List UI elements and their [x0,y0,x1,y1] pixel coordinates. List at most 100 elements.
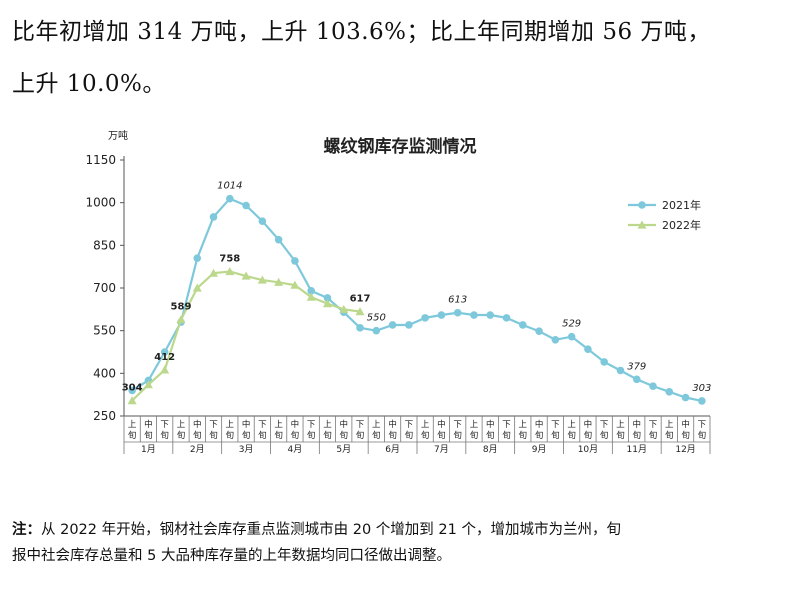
x-tick-label-tenday: 上 [665,420,674,430]
x-tick-label-tenday: 旬 [307,430,316,441]
x-tick-label-tenday: 下 [698,420,707,430]
series-line-1 [131,197,703,403]
x-tick-label-tenday: 下 [453,420,462,430]
data-point [290,280,300,289]
data-point [535,327,543,336]
data-point [698,397,706,405]
x-tick-label-tenday: 旬 [535,430,544,441]
y-tick-label: 250 [93,409,116,423]
data-point [143,380,153,389]
legend-label: 2021年 [662,198,701,212]
data-point [160,348,169,356]
y-tick-label: 850 [93,238,116,252]
x-tick-label-tenday: 旬 [144,430,153,441]
footnote: 注：从 2022 年开始，钢材社会库存重点监测城市由 20 个增加到 21 个，… [12,517,792,569]
data-point [519,321,527,329]
data-point [274,235,283,244]
x-tick-label-tenday: 中 [291,419,300,430]
x-tick-label-tenday: 旬 [437,430,446,441]
footnote-prefix: 注： [12,522,41,538]
data-point [665,388,674,396]
x-tick-label-tenday: 旬 [193,430,202,441]
legend-label: 2022年 [662,218,701,232]
x-tick-label-tenday: 上 [323,420,332,430]
data-point [551,335,560,344]
data-point [649,382,657,390]
data-label: 412 [154,352,175,363]
data-point [584,345,592,353]
x-tick-label-tenday: 中 [437,419,446,430]
x-tick-label-tenday: 旬 [160,430,169,441]
intro-line-1: 比年初增加 314 万吨，上升 103.6%；比上年同期增加 56 万吨， [12,19,711,45]
x-tick-label-tenday: 旬 [339,430,348,441]
x-tick-label-tenday: 旬 [421,430,430,441]
data-point [470,311,478,319]
x-tick-label-month: 4月 [288,444,303,455]
x-tick-label-tenday: 上 [274,420,283,430]
x-tick-label-tenday: 旬 [356,430,365,441]
x-tick-label-tenday: 中 [632,419,641,430]
data-point [242,201,250,210]
x-tick-label-month: 12月 [675,444,695,455]
x-tick-label-tenday: 上 [616,420,625,430]
x-tick-label-tenday: 旬 [177,430,186,441]
data-point [405,321,413,329]
legend-marker [638,201,646,209]
data-point [258,217,267,225]
data-label: 617 [350,294,371,305]
data-point [616,366,625,375]
x-tick-label-month: 8月 [483,444,498,455]
x-tick-label-tenday: 上 [372,420,381,430]
data-label: 550 [367,313,386,324]
data-point [241,271,251,280]
legend-marker [637,220,647,229]
x-tick-label-tenday: 中 [681,419,690,430]
data-point [274,277,284,286]
x-tick-label-month: 1月 [141,444,156,455]
x-tick-label-tenday: 旬 [388,430,397,441]
x-tick-label-month: 7月 [434,444,449,455]
x-tick-label-tenday: 旬 [551,430,560,441]
inventory-line-chart: 螺纹钢库存监测情况万吨25040055070085010001150上旬中旬下旬… [85,129,711,455]
data-point [209,213,218,221]
x-tick-label-tenday: 上 [421,420,430,430]
x-tick-label-month: 6月 [385,444,400,455]
x-tick-label-month: 3月 [239,444,254,455]
x-tick-label-tenday: 旬 [567,430,576,441]
data-label: 379 [627,361,646,372]
data-point [339,304,349,313]
x-tick-label-tenday: 旬 [291,430,300,441]
x-tick-label-tenday: 中 [535,419,544,430]
data-point [453,308,462,317]
data-point [192,283,202,292]
x-tick-label-tenday: 旬 [698,430,707,441]
x-tick-label-tenday: 旬 [486,430,495,441]
x-tick-label-tenday: 中 [193,419,202,430]
data-point [681,393,690,402]
x-tick-label-tenday: 旬 [128,430,137,441]
intro-line-2: 上升 10.0%。 [12,71,166,97]
data-label: 304 [122,383,143,394]
x-tick-label-month: 10月 [578,444,598,455]
x-tick-label-month: 11月 [627,444,647,455]
x-tick-label-tenday: 旬 [681,430,690,441]
x-tick-label-tenday: 旬 [600,430,609,441]
data-label: 303 [692,383,711,394]
data-point [486,311,495,319]
data-point [160,365,170,374]
data-point [356,324,364,332]
data-point [421,314,429,322]
x-tick-label-tenday: 中 [144,419,153,430]
data-point [257,275,267,284]
x-tick-label-tenday: 旬 [274,430,283,441]
y-tick-label: 1000 [85,196,116,210]
x-tick-label-tenday: 下 [405,420,414,430]
x-tick-label-tenday: 下 [502,420,511,430]
data-point [355,307,365,316]
x-tick-label-tenday: 旬 [519,430,528,441]
data-point [567,332,576,341]
footnote-text-1: 从 2022 年开始，钢材社会库存重点监测城市由 20 个增加到 21 个，增加… [41,522,621,538]
x-tick-label-month: 2月 [190,444,205,455]
chart-title: 螺纹钢库存监测情况 [324,136,477,157]
data-point [209,268,219,277]
